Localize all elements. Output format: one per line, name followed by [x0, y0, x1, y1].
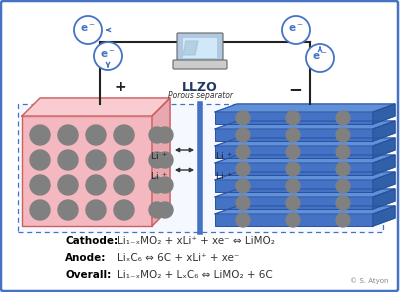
Circle shape [236, 111, 250, 125]
Circle shape [286, 145, 300, 159]
Circle shape [149, 152, 165, 168]
Bar [183, 38, 217, 58]
Circle shape [236, 213, 250, 227]
Polygon shape [215, 206, 395, 214]
Circle shape [286, 128, 300, 142]
Circle shape [30, 175, 50, 195]
Text: Li $^+$: Li $^+$ [215, 170, 233, 182]
Polygon shape [215, 155, 395, 163]
Circle shape [336, 213, 350, 227]
Circle shape [86, 200, 106, 220]
Text: Li $^+$: Li $^+$ [150, 170, 168, 182]
Polygon shape [152, 98, 170, 226]
Circle shape [86, 150, 106, 170]
Circle shape [336, 179, 350, 193]
Circle shape [74, 16, 102, 44]
Bar [215, 112, 373, 124]
Circle shape [149, 202, 165, 218]
Circle shape [157, 152, 173, 168]
Text: −: − [288, 80, 302, 98]
Circle shape [86, 175, 106, 195]
Circle shape [114, 200, 134, 220]
Polygon shape [183, 41, 198, 55]
Circle shape [282, 16, 310, 44]
Circle shape [157, 177, 173, 193]
Polygon shape [215, 138, 395, 146]
Polygon shape [22, 98, 170, 116]
Circle shape [30, 125, 50, 145]
Circle shape [236, 179, 250, 193]
Text: Cathode:: Cathode: [65, 236, 118, 246]
Bar [215, 163, 373, 175]
Polygon shape [215, 172, 395, 180]
Polygon shape [373, 206, 395, 226]
Circle shape [336, 145, 350, 159]
Circle shape [58, 200, 78, 220]
Text: Porous separator: Porous separator [168, 91, 232, 100]
Circle shape [286, 213, 300, 227]
Circle shape [336, 111, 350, 125]
Polygon shape [373, 155, 395, 175]
Text: e$^-$: e$^-$ [312, 51, 328, 62]
Polygon shape [373, 121, 395, 141]
Circle shape [58, 175, 78, 195]
Text: Li₁₋ₓMO₂ + LₓC₆ ⇔ LiMO₂ + 6C: Li₁₋ₓMO₂ + LₓC₆ ⇔ LiMO₂ + 6C [117, 270, 273, 280]
Bar [18, 104, 383, 232]
Circle shape [286, 111, 300, 125]
Circle shape [336, 162, 350, 176]
Circle shape [114, 150, 134, 170]
Text: Li₁₋ₓMO₂ + xLi⁺ + xe⁻ ⇔ LiMO₂: Li₁₋ₓMO₂ + xLi⁺ + xe⁻ ⇔ LiMO₂ [117, 236, 275, 246]
Circle shape [30, 150, 50, 170]
Circle shape [286, 179, 300, 193]
Text: Anode:: Anode: [65, 253, 106, 263]
Text: Li $^+$: Li $^+$ [215, 150, 233, 162]
Circle shape [336, 128, 350, 142]
Circle shape [149, 127, 165, 143]
Polygon shape [373, 104, 395, 124]
Circle shape [236, 196, 250, 210]
Text: © S. Atyon: © S. Atyon [350, 277, 388, 284]
Polygon shape [215, 121, 395, 129]
Circle shape [114, 175, 134, 195]
Circle shape [236, 128, 250, 142]
Text: LiₓC₆ ⇔ 6C + xLi⁺ + xe⁻: LiₓC₆ ⇔ 6C + xLi⁺ + xe⁻ [117, 253, 239, 263]
Text: +: + [114, 80, 126, 94]
FancyBboxPatch shape [177, 33, 223, 63]
Bar [215, 129, 373, 141]
Bar [215, 214, 373, 226]
Circle shape [286, 196, 300, 210]
Circle shape [236, 162, 250, 176]
Circle shape [58, 125, 78, 145]
Text: e$^-$: e$^-$ [100, 50, 116, 60]
Text: LLZO: LLZO [182, 81, 218, 94]
Circle shape [86, 125, 106, 145]
Polygon shape [373, 172, 395, 192]
Text: e$^-$: e$^-$ [80, 23, 96, 34]
Polygon shape [373, 138, 395, 158]
Text: Overall:: Overall: [65, 270, 111, 280]
Circle shape [157, 127, 173, 143]
Circle shape [306, 44, 334, 72]
Bar [215, 180, 373, 192]
Circle shape [236, 145, 250, 159]
Circle shape [94, 42, 122, 70]
Circle shape [58, 150, 78, 170]
Circle shape [286, 162, 300, 176]
Bar [215, 197, 373, 209]
Bar [215, 146, 373, 158]
Bar [22, 116, 152, 226]
FancyBboxPatch shape [173, 60, 227, 69]
Polygon shape [373, 189, 395, 209]
Text: e$^-$: e$^-$ [288, 23, 304, 34]
Circle shape [157, 202, 173, 218]
Circle shape [114, 125, 134, 145]
Circle shape [336, 196, 350, 210]
Text: Li $^+$: Li $^+$ [150, 150, 168, 162]
Circle shape [149, 177, 165, 193]
Circle shape [30, 200, 50, 220]
Polygon shape [215, 104, 395, 112]
Polygon shape [215, 189, 395, 197]
